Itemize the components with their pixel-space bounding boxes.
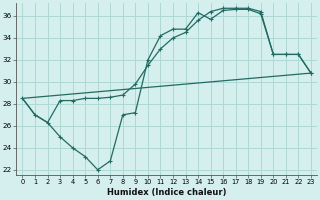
X-axis label: Humidex (Indice chaleur): Humidex (Indice chaleur): [107, 188, 227, 197]
